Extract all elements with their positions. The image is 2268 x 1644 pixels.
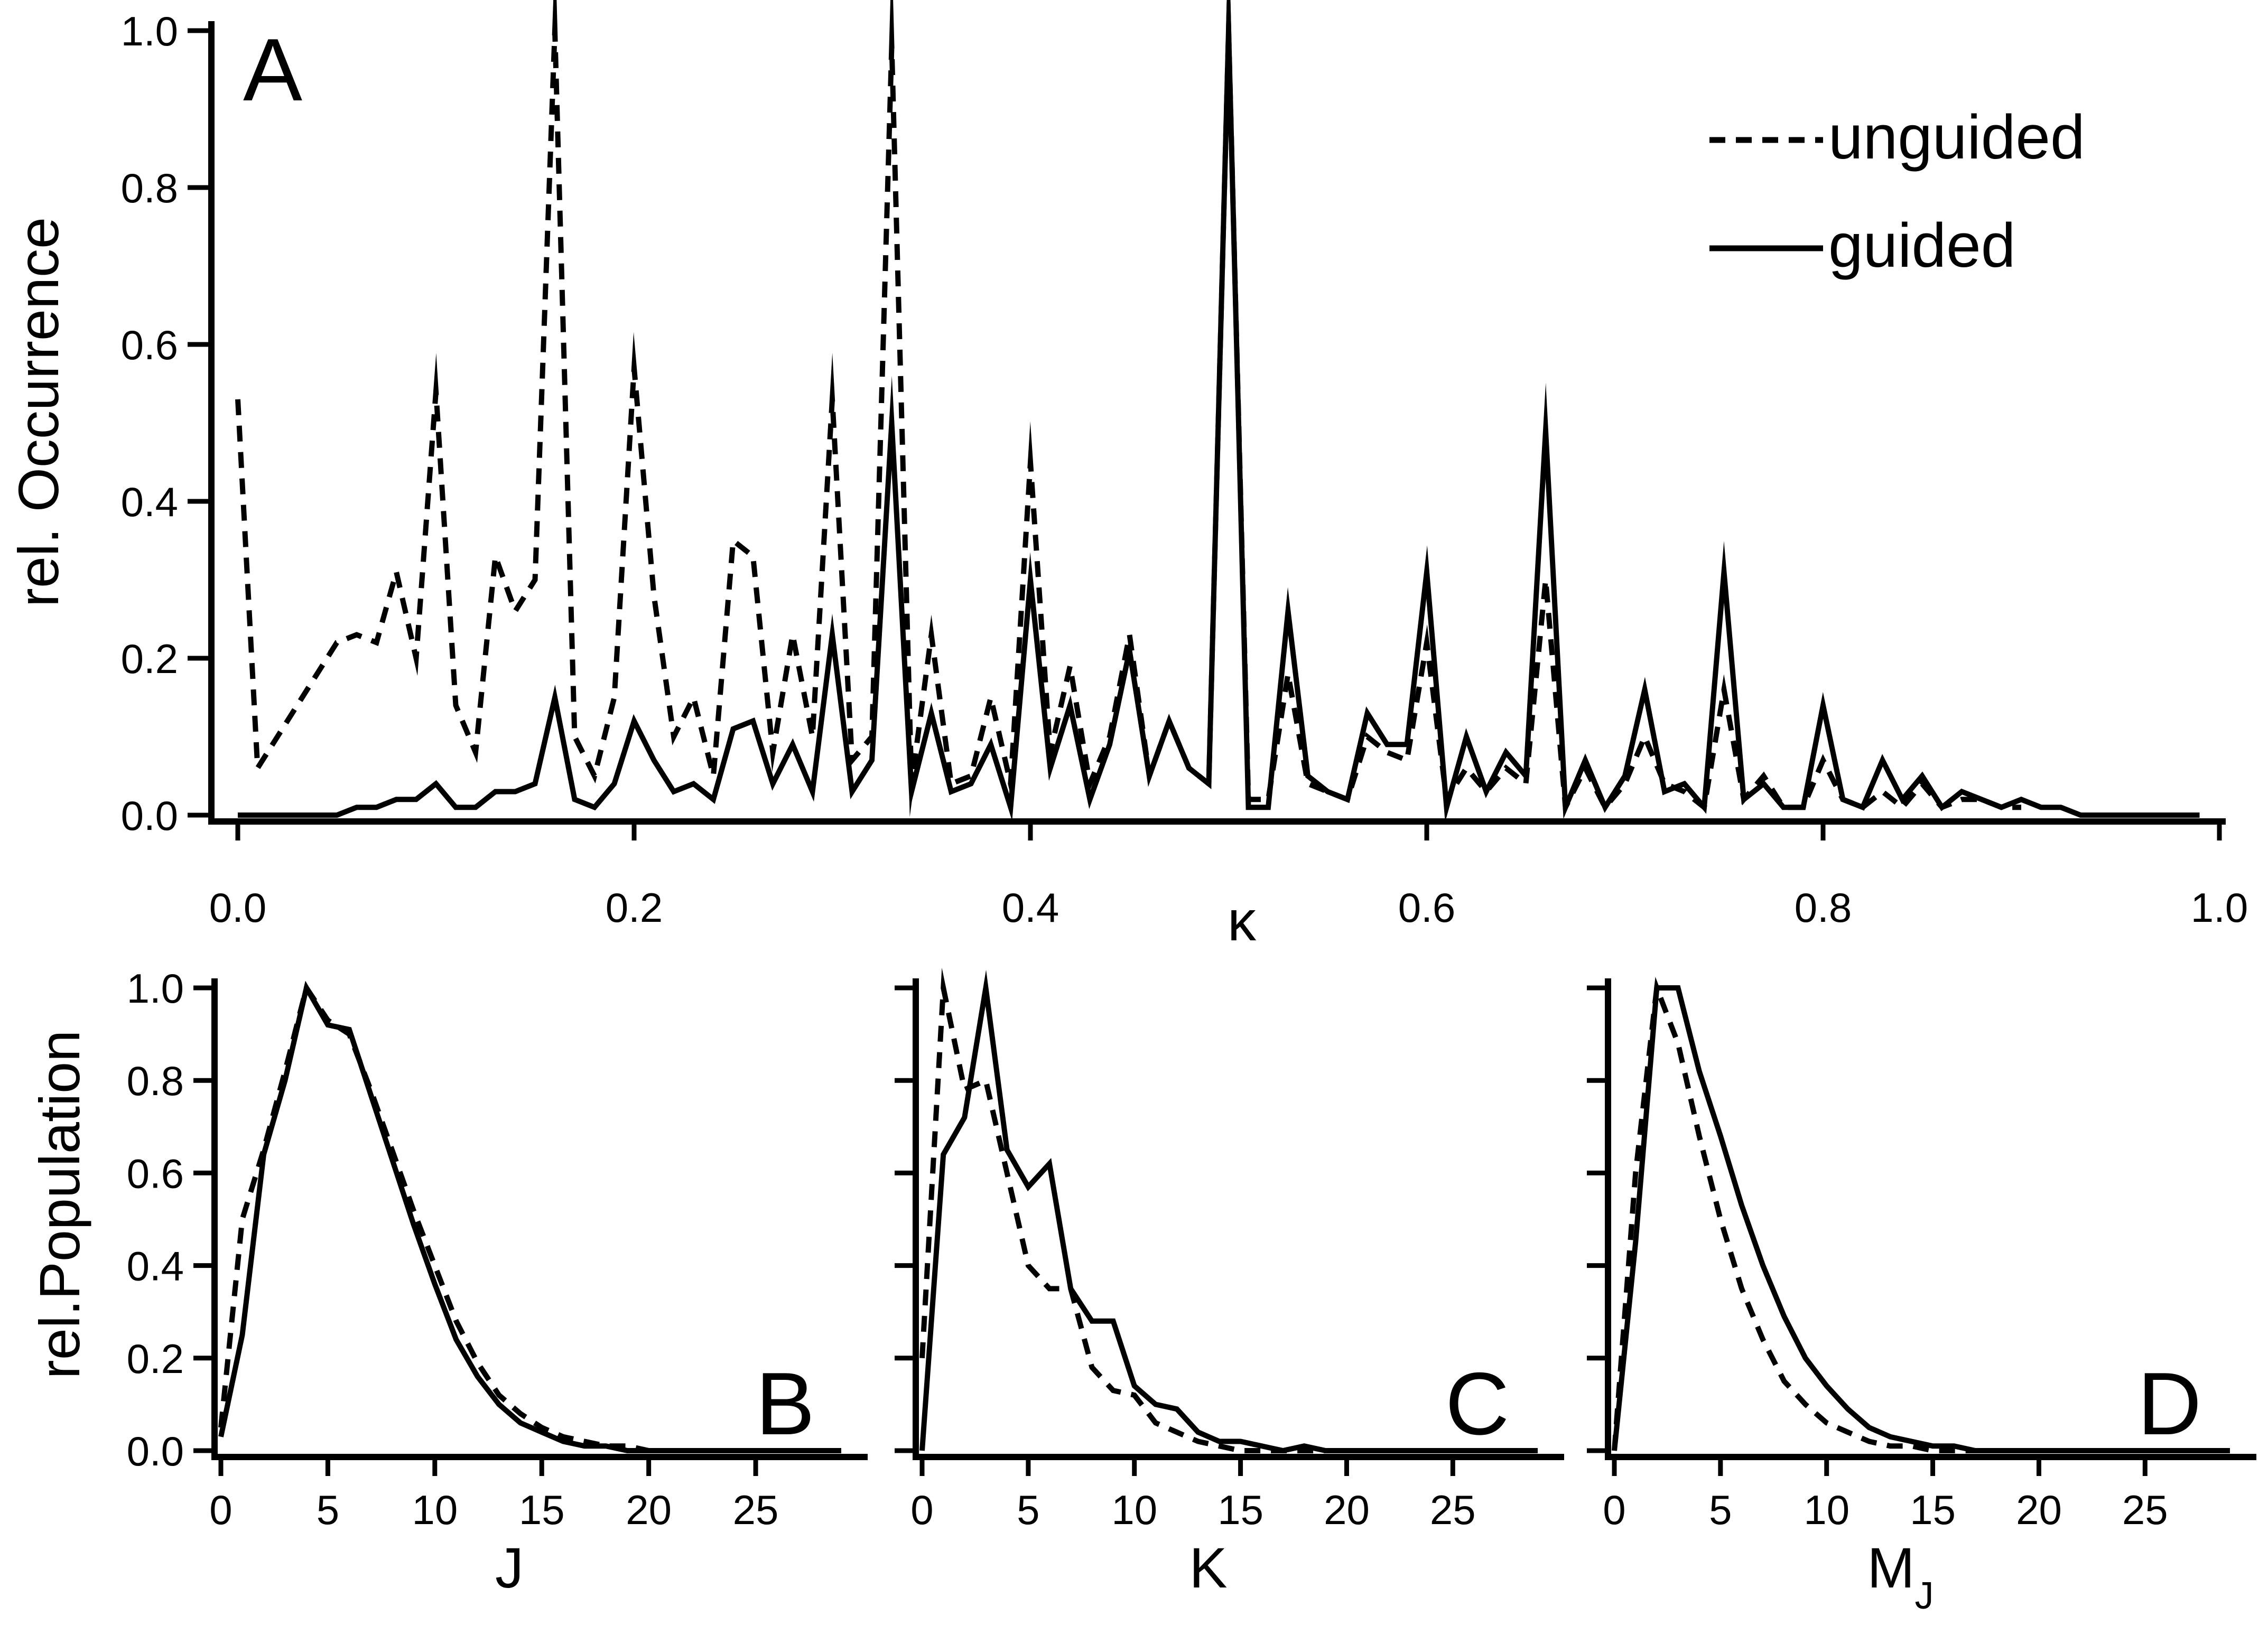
panel-a: 0.0 0.2 0.4 0.6 0.8 1.0 0.0 0.2 0.4 0.6 0.8 1.0 Aκ re… [6,0,2248,952]
panel-label: A [243,20,302,119]
x-tick-label: 20 [626,1487,672,1533]
x-tick-label: 5 [1709,1487,1732,1533]
y-tick-label: 1.0 [127,965,184,1012]
x-tick-label: 10 [1804,1487,1849,1533]
x-tick-label: 0.8 [1795,884,1852,931]
x-tick-label: 0 [209,1487,232,1533]
y-tick-label: 0.6 [127,1150,184,1197]
panel-b: 0.0 0.2 0.4 0.6 0.8 1.0 0 5 10 15 20 25 B Jrel.Popula… [27,965,868,1600]
y-tick-label: 0.2 [121,636,178,682]
y-tick-label: 0.4 [127,1243,184,1290]
legend: unguided guided [1709,102,2085,281]
data-point-unguided [964,1089,965,1090]
x-tick-label: 10 [1111,1487,1157,1533]
y-tick-label: 0.0 [127,1428,184,1474]
x-tick-label: 20 [2016,1487,2062,1533]
data-point-unguided [753,556,754,557]
y-tick-label: 0.0 [121,792,178,839]
x-tick-label: 15 [1910,1487,1956,1533]
x-axis-title: K [1189,1536,1227,1600]
y-tick-label: 0.6 [121,322,178,368]
y-tick-label: 0.8 [121,165,178,211]
x-axis-title: κ [1228,889,1257,952]
y-tick-label: 1.0 [121,8,178,54]
x-tick-label: 20 [1324,1487,1370,1533]
panel-d: 0 5 10 15 20 25 D MJ [1587,977,2256,1617]
y-tick-label: 0.8 [127,1058,184,1104]
data-point-unguided [495,556,496,557]
series-line-guided [218,980,841,1453]
series-line-unguided [218,981,841,1453]
x-tick-label: 5 [317,1487,339,1533]
y-tick-label: 0.4 [121,479,178,525]
y-tick-label: 0.2 [127,1335,184,1382]
x-tick-label: 15 [1217,1487,1263,1533]
data-point-unguided [1720,1219,1721,1220]
panel-label: D [2137,1354,2201,1453]
data-point-unguided [1902,807,1903,808]
x-tick-label: 25 [733,1487,779,1533]
x-tick-label: 15 [519,1487,565,1533]
series-line-guided [1612,985,2230,1453]
series-line-guided [919,969,1538,1454]
data-point-unguided [614,697,615,698]
x-tick-label: 25 [2122,1487,2168,1533]
x-tick-label: 10 [412,1487,458,1533]
x-axis-title: MJ [1867,1536,1934,1617]
data-point-unguided [1644,736,1645,737]
x-tick-label: 25 [1430,1487,1476,1533]
x-axis-title: J [495,1536,524,1600]
panel-label: B [756,1354,815,1453]
panel-label: C [1445,1354,1509,1453]
x-tick-label: 0.2 [606,884,663,931]
data-point-unguided [1387,752,1388,753]
legend-label-unguided: unguided [1828,102,2085,172]
panel-c: 0 5 10 15 20 25 C K [895,967,1564,1600]
x-tick-label: 0 [910,1487,933,1533]
x-tick-label: 0.0 [209,884,266,931]
y-axis-title: rel. Occurrence [6,217,70,607]
x-axis-title-subscript: J [1914,1575,1934,1617]
series-line-unguided [235,0,2021,817]
x-tick-label: 1.0 [2191,884,2248,931]
data-point-unguided [434,1265,435,1266]
x-tick-label: 0 [1603,1487,1625,1533]
data-point-unguided [242,1219,243,1220]
data-point-unguided [693,697,694,698]
x-tick-label: 0.6 [1398,884,1455,931]
legend-label-guided: guided [1828,211,2015,281]
data-point-unguided [812,736,813,737]
x-tick-label: 0.4 [1002,884,1059,931]
data-point-unguided [477,1362,478,1363]
data-point-unguided [574,736,575,737]
data-point-unguided [297,705,298,706]
y-axis-title: rel.Population [27,1030,91,1379]
data-point-unguided [1882,791,1883,792]
x-tick-label: 5 [1017,1487,1039,1533]
series-line-guided [238,0,2200,823]
